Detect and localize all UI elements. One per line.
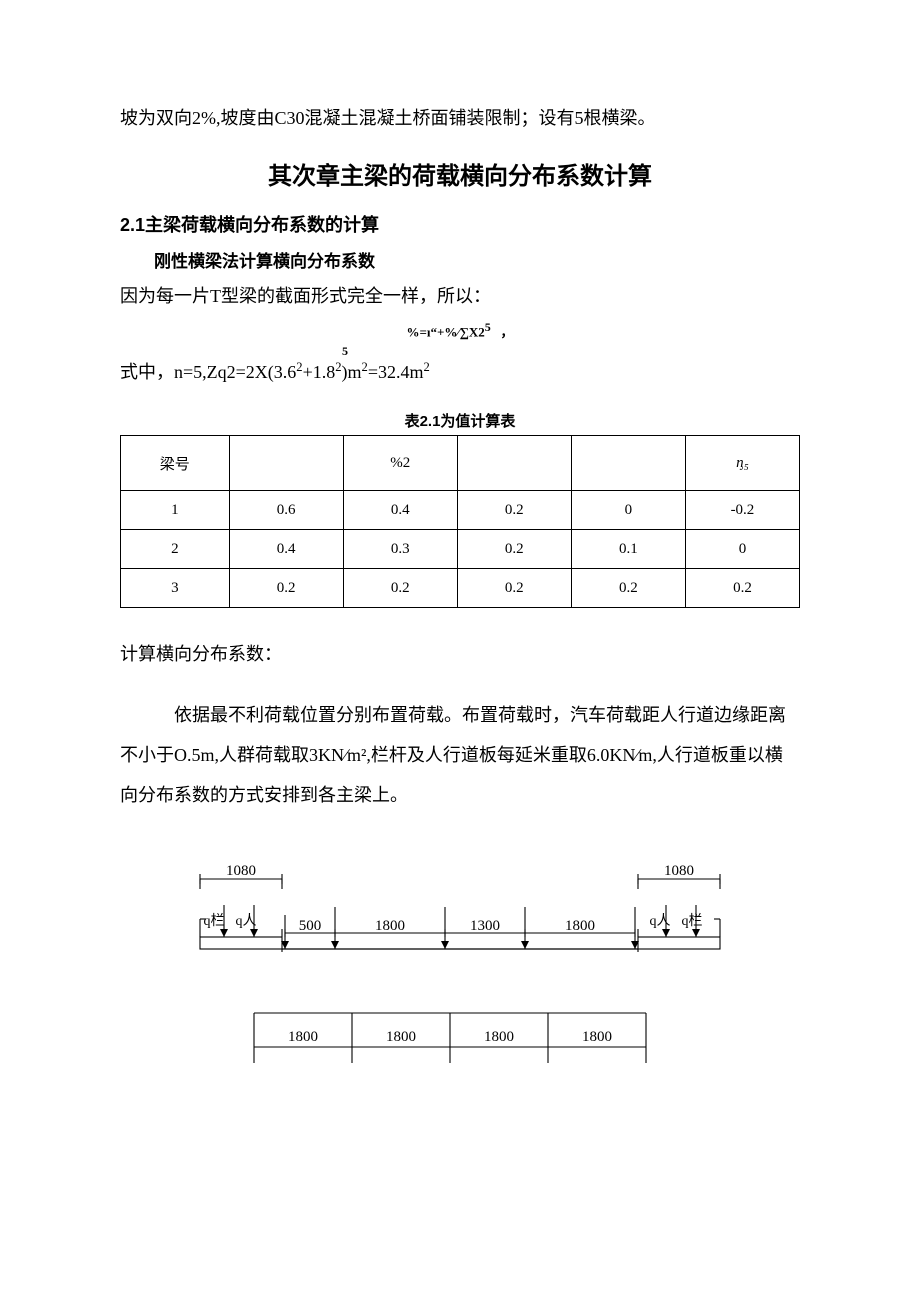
- because-line: 因为每一片T型梁的截面形式完全一样，所以：: [120, 278, 800, 314]
- document-page: 坡为双向2%,坡度由C30混凝土混凝土桥面铺装限制；设有5根横梁。 其次章主梁的…: [0, 0, 920, 1301]
- table-cell: 0.2: [457, 491, 571, 530]
- svg-text:1800: 1800: [386, 1029, 416, 1045]
- svg-text:1800: 1800: [288, 1029, 318, 1045]
- intro-paragraph: 坡为双向2%,坡度由C30混凝土混凝土桥面铺装限制；设有5根横梁。: [120, 100, 800, 136]
- load-diagram: 1080 1080 q栏 q人 q人 q栏 500 1800 1300 1800 1800 1800 1…: [190, 845, 730, 1110]
- table-header-cell: [457, 436, 571, 491]
- equation-text: 式中，n=5,Zq2=2X(3.62+1.82)m2=32.4m2: [120, 362, 430, 382]
- table-header-cell: [229, 436, 343, 491]
- table-cell: 0.3: [343, 530, 457, 569]
- table-cell: 0.1: [571, 530, 685, 569]
- svg-text:q人: q人: [236, 913, 257, 929]
- equation-sup-annot: 5: [342, 344, 348, 359]
- svg-text:1800: 1800: [484, 1029, 514, 1045]
- table-cell: 2: [121, 530, 230, 569]
- table-cell: 0.4: [343, 491, 457, 530]
- formula-tail: ，: [501, 324, 514, 339]
- table-cell: -0.2: [685, 491, 799, 530]
- table-row: 30.20.20.20.20.2: [121, 569, 800, 608]
- table-row: 20.40.30.20.10: [121, 530, 800, 569]
- svg-text:1080: 1080: [664, 863, 694, 879]
- description-paragraph: 依据最不利荷载位置分别布置荷载。布置荷载时，汽车荷载距人行道边缘距离不小于O.5…: [120, 696, 800, 815]
- table-cell: 0: [685, 530, 799, 569]
- table-cell: 0.2: [571, 569, 685, 608]
- table-cell: 0.2: [457, 569, 571, 608]
- table-cell: 0: [571, 491, 685, 530]
- table-header-cell: [571, 436, 685, 491]
- table-cell: 0.2: [685, 569, 799, 608]
- svg-text:q人: q人: [650, 913, 671, 929]
- table-body: 10.60.40.20-0.220.40.30.20.1030.20.20.20…: [121, 491, 800, 608]
- svg-text:1800: 1800: [582, 1029, 612, 1045]
- table-cell: 3: [121, 569, 230, 608]
- svg-text:q栏: q栏: [204, 913, 225, 929]
- table-header-row: 梁号 %2 ᶇ₅: [121, 436, 800, 491]
- formula-text: %=ı“+%∕∑X2: [406, 324, 484, 339]
- table-cell: 0.4: [229, 530, 343, 569]
- center-formula: %=ı“+%∕∑X25 ，: [120, 320, 800, 340]
- table-header-cell: %2: [343, 436, 457, 491]
- calc-heading: 计算横向分布系数：: [120, 636, 800, 672]
- svg-text:1080: 1080: [226, 863, 256, 879]
- table-cell: 0.6: [229, 491, 343, 530]
- description-text: 依据最不利荷载位置分别布置荷载。布置荷载时，汽车荷载距人行道边缘距离不小于O.5…: [120, 696, 800, 815]
- table-cell: 0.2: [457, 530, 571, 569]
- subsection-title: 刚性横梁法计算横向分布系数: [154, 247, 800, 272]
- table-cell: 1: [121, 491, 230, 530]
- table-row: 10.60.40.20-0.2: [121, 491, 800, 530]
- load-diagram-svg: 1080 1080 q栏 q人 q人 q栏 500 1800 1300 1800 1800 1800 1…: [190, 845, 730, 1105]
- svg-text:q栏: q栏: [682, 913, 703, 929]
- table-cell: 0.2: [343, 569, 457, 608]
- section-2-1-title: 2.1主梁荷载横向分布系数的计算: [120, 211, 800, 237]
- svg-text:500: 500: [299, 918, 322, 934]
- svg-text:1300: 1300: [470, 918, 500, 934]
- svg-text:1800: 1800: [375, 918, 405, 934]
- table-cell: 0.2: [229, 569, 343, 608]
- values-table: 梁号%2ᶇ₅ 10.60.40.20-0.220.40.30.20.1030.2…: [120, 435, 800, 608]
- table-caption: 表2.1为值计算表: [120, 410, 800, 431]
- chapter-title: 其次章主梁的荷载横向分布系数计算: [120, 156, 800, 191]
- svg-text:1800: 1800: [565, 918, 595, 934]
- table-header-cell: ᶇ₅: [685, 436, 799, 491]
- table-header-cell: 梁号: [121, 436, 230, 491]
- formula-sup: 5: [485, 320, 491, 334]
- equation-line: 5 式中，n=5,Zq2=2X(3.62+1.82)m2=32.4m2: [120, 358, 800, 384]
